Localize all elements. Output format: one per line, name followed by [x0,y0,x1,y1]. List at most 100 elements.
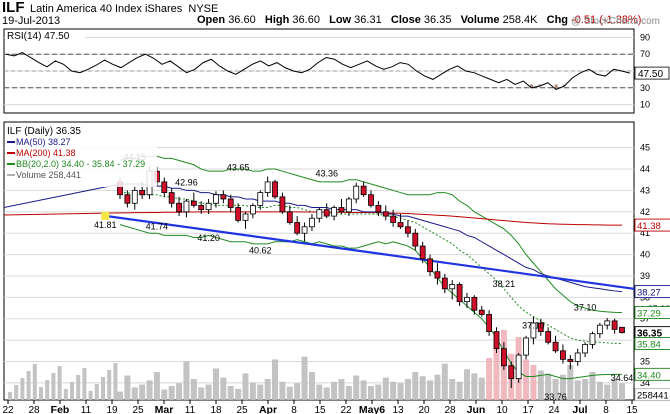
support-trendline [105,214,635,290]
price-annotation: 40.62 [249,245,272,255]
candle-body [619,326,625,334]
volume-bar [368,386,374,400]
volume-bar [353,375,360,400]
volume-bar [382,377,389,400]
symbol: ILF [2,0,25,16]
candle-body [604,320,611,326]
volume-bar [486,358,493,400]
volume-bar-early [8,392,12,400]
candle-body [545,331,552,343]
volume-bar [235,388,242,400]
volume-bar [323,387,330,400]
x-tick-label: 25 [132,405,144,414]
volume-bar [493,344,500,400]
volume-bar [205,384,212,400]
price-tick-label: 42 [640,207,650,217]
volume-bar [279,381,286,400]
volume-bar [390,381,397,400]
volume-bar-early [51,373,56,400]
x-tick-label: 15 [626,405,638,414]
rsi-tick-label: 10 [640,100,650,110]
candle-body [508,365,515,380]
candle-body [397,222,404,228]
price-annotation: 41.81 [94,220,117,230]
rsi-line [5,51,631,91]
price-annotation: 37.10 [574,303,597,313]
volume-bar [545,373,552,400]
volume-bar [153,372,160,400]
volume-bar [471,373,478,400]
candle-body [596,324,603,335]
value-tag-label: 36.35 [637,329,662,340]
change-label: Chg [546,14,569,26]
close-label: Close [390,14,421,26]
volume-bar [589,372,596,400]
volume-bar-early [14,385,19,400]
volume-bar [316,384,323,400]
candle-body [331,207,337,217]
ma50-lead [3,183,121,209]
value-tag-label: 38.27 [637,288,661,299]
candle-body [257,192,264,206]
candle-body [294,222,301,234]
candle-body [205,202,212,211]
volume-bar-early [45,380,50,400]
volume-bar [249,382,256,400]
x-tick-label: 17 [522,405,534,414]
volume-bar [530,365,537,400]
volume-bar [198,387,205,400]
value-tag [634,367,670,381]
rsi-tick-label: 90 [640,32,650,42]
volume-bar [523,359,530,400]
rsi-title-bg [5,30,85,41]
volume-bar [412,372,419,400]
price-annotation: 41.74 [146,221,169,231]
security-name-text: Latin America 40 Index iShares [30,3,183,15]
x-tick-label: 8 [603,405,609,414]
volume-bar [611,379,618,400]
ohlc-summary: Open 36.60 High 36.60 Low 36.31 Close 36… [197,14,641,26]
candle-body [161,181,168,193]
volume-bar [212,368,219,400]
price-tick-label: 44 [640,164,650,174]
candle-body [227,198,234,208]
candle-body [537,322,544,332]
volume-bar [478,377,485,400]
x-tick-label: 25 [236,405,248,414]
legend-label: BB(20,2.0) 34.40 - 35.84 - 37.29 [16,159,145,169]
candle-body [582,343,588,354]
close-value: 36.35 [423,14,452,26]
high-label: High [264,14,290,26]
volume-bar-early [82,368,87,400]
candle-body [139,190,146,196]
x-tick-label: 22 [340,405,352,414]
volume-bar-early [94,384,99,400]
candle-body [198,204,205,211]
candle-body [464,296,470,303]
candle-body [286,211,293,223]
price-annotation: 41.20 [197,233,220,243]
volume-bar [559,374,566,400]
volume-bar [272,359,279,400]
price-tick-label: 40 [640,250,650,260]
candle-body [405,226,411,234]
x-tick-label: 18 [210,405,222,414]
volume-bar [242,373,249,400]
candle-body [486,314,493,332]
security-name: Latin America 40 Index iShares NYSE [30,3,218,15]
volume-value: 258.4K [502,14,538,26]
volume-bar [176,383,183,400]
change-value: -0.51 (-1.38%) [571,14,642,26]
x-tick-label: 15 [314,405,326,414]
candle-body [235,207,242,221]
candle-body [500,348,507,367]
volume-bar-early [39,387,43,400]
volume-bar [619,383,625,400]
ma50-line [120,183,623,293]
watermark: @ StockCharts.com [570,16,660,27]
volume-bar [427,380,434,400]
exchange: NYSE [188,3,219,15]
candle-body [242,213,249,221]
x-tick-label: 22 [2,405,14,414]
candle-body [190,200,197,206]
